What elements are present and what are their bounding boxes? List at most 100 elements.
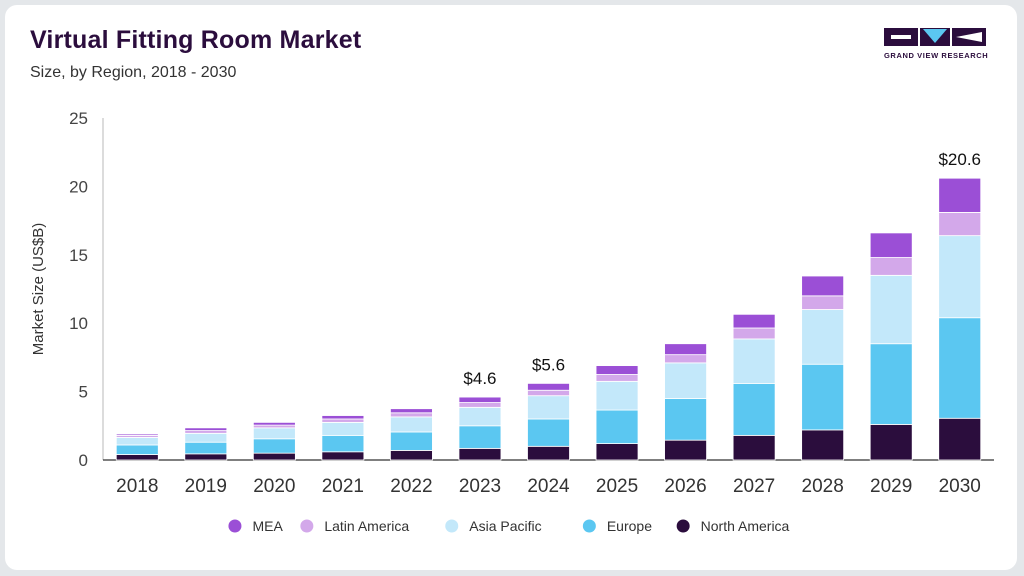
legend-label: North America	[701, 518, 790, 534]
bar-segment	[527, 395, 570, 420]
bar-segment	[664, 354, 707, 364]
bar-segment	[458, 402, 502, 408]
bar-segment	[664, 343, 707, 356]
y-tick-label: 10	[69, 314, 88, 333]
bar-segment	[184, 430, 228, 434]
x-tick-label: 2019	[185, 476, 227, 497]
x-tick-label: 2018	[116, 476, 158, 497]
y-tick-label: 15	[69, 246, 88, 265]
bar-segment	[390, 450, 433, 461]
bar-segment	[252, 427, 296, 440]
bar-segment	[252, 424, 296, 429]
bar-segment	[321, 418, 365, 423]
bar-segment	[390, 408, 433, 414]
legend-label: Asia Pacific	[469, 518, 541, 534]
bar-segment	[321, 434, 365, 453]
y-tick-label: 0	[79, 451, 88, 470]
bar-segment	[801, 429, 845, 461]
x-tick-label: 2021	[322, 476, 364, 497]
legend-label: Latin America	[324, 518, 409, 534]
legend-marker	[300, 519, 314, 533]
bar-segment	[458, 406, 502, 427]
bar-segment	[595, 409, 639, 444]
bar-total-label: $5.6	[532, 355, 565, 374]
bar-segment	[184, 427, 228, 431]
bar-segment	[595, 365, 639, 375]
bar-segment	[458, 396, 502, 403]
bar-segment	[801, 295, 845, 310]
bar-segment	[527, 382, 570, 391]
legend-marker	[445, 519, 459, 533]
bar-segment	[938, 211, 982, 237]
bar-segment	[390, 431, 433, 451]
bar-segment	[595, 380, 639, 411]
bar-segment	[115, 433, 159, 436]
bar-segment	[458, 447, 502, 461]
y-tick-label: 25	[69, 109, 88, 128]
bar-segment	[252, 452, 296, 461]
bar-segment	[869, 232, 913, 258]
x-tick-label: 2022	[390, 476, 432, 497]
bar-segment	[938, 177, 982, 213]
y-tick-label: 5	[79, 383, 88, 402]
y-tick-label: 20	[69, 177, 88, 196]
bar-segment	[527, 389, 570, 397]
bar-segment	[115, 437, 159, 446]
x-tick-label: 2024	[527, 476, 570, 497]
bar-segment	[664, 362, 707, 399]
legend-label: Europe	[607, 518, 652, 534]
legend-marker	[676, 519, 690, 533]
bar-total-label: $20.6	[938, 150, 981, 169]
bar-segment	[938, 235, 982, 319]
y-axis-label: Market Size (US$B)	[30, 223, 47, 356]
bar-segment	[184, 441, 228, 455]
grand-view-research-logo-icon	[884, 28, 986, 46]
bar-segment	[252, 438, 296, 454]
bar-segment	[801, 275, 845, 297]
bar-segment	[252, 421, 296, 426]
logo-text: GRAND VIEW RESEARCH	[884, 51, 989, 60]
chart-subtitle: Size, by Region, 2018 - 2030	[30, 64, 237, 81]
x-tick-label: 2028	[802, 476, 844, 497]
x-tick-label: 2025	[596, 476, 638, 497]
bar-segment	[732, 313, 776, 329]
bar-segment	[527, 445, 570, 461]
bar-segment	[184, 432, 228, 443]
bar-segment	[732, 327, 776, 340]
bar-segment	[801, 363, 845, 431]
bar-segment	[115, 454, 159, 461]
legend-label: MEA	[252, 518, 283, 534]
bar-segment	[595, 374, 639, 382]
x-tick-label: 2020	[253, 476, 295, 497]
bar-segment	[115, 444, 159, 455]
bar-segment	[595, 443, 639, 461]
bar-segment	[938, 317, 982, 419]
x-tick-label: 2029	[870, 476, 912, 497]
bar-segment	[869, 424, 913, 461]
bar-segment	[801, 309, 845, 365]
bar-segment	[321, 421, 365, 436]
bar-segment	[321, 451, 365, 461]
chart-title: Virtual Fitting Room Market	[30, 26, 362, 54]
bar-segment	[664, 398, 707, 441]
bar-segment	[390, 412, 433, 418]
bar-segment	[664, 439, 707, 461]
x-tick-label: 2026	[664, 476, 706, 497]
x-tick-label: 2030	[939, 476, 981, 497]
bar-segment	[732, 434, 776, 461]
bar-total-label: $4.6	[463, 369, 496, 388]
bar-segment	[458, 425, 502, 449]
bar-segment	[732, 338, 776, 384]
bar-segment	[869, 343, 913, 425]
bar-segment	[184, 453, 228, 461]
x-tick-label: 2023	[459, 476, 501, 497]
bar-segment	[732, 382, 776, 436]
bar-segment	[527, 418, 570, 447]
bar-segment	[321, 415, 365, 420]
bar-segment	[869, 274, 913, 345]
legend-marker	[582, 519, 596, 533]
legend-marker	[228, 519, 242, 533]
bar-segment	[869, 257, 913, 276]
bar-segment	[390, 416, 433, 433]
